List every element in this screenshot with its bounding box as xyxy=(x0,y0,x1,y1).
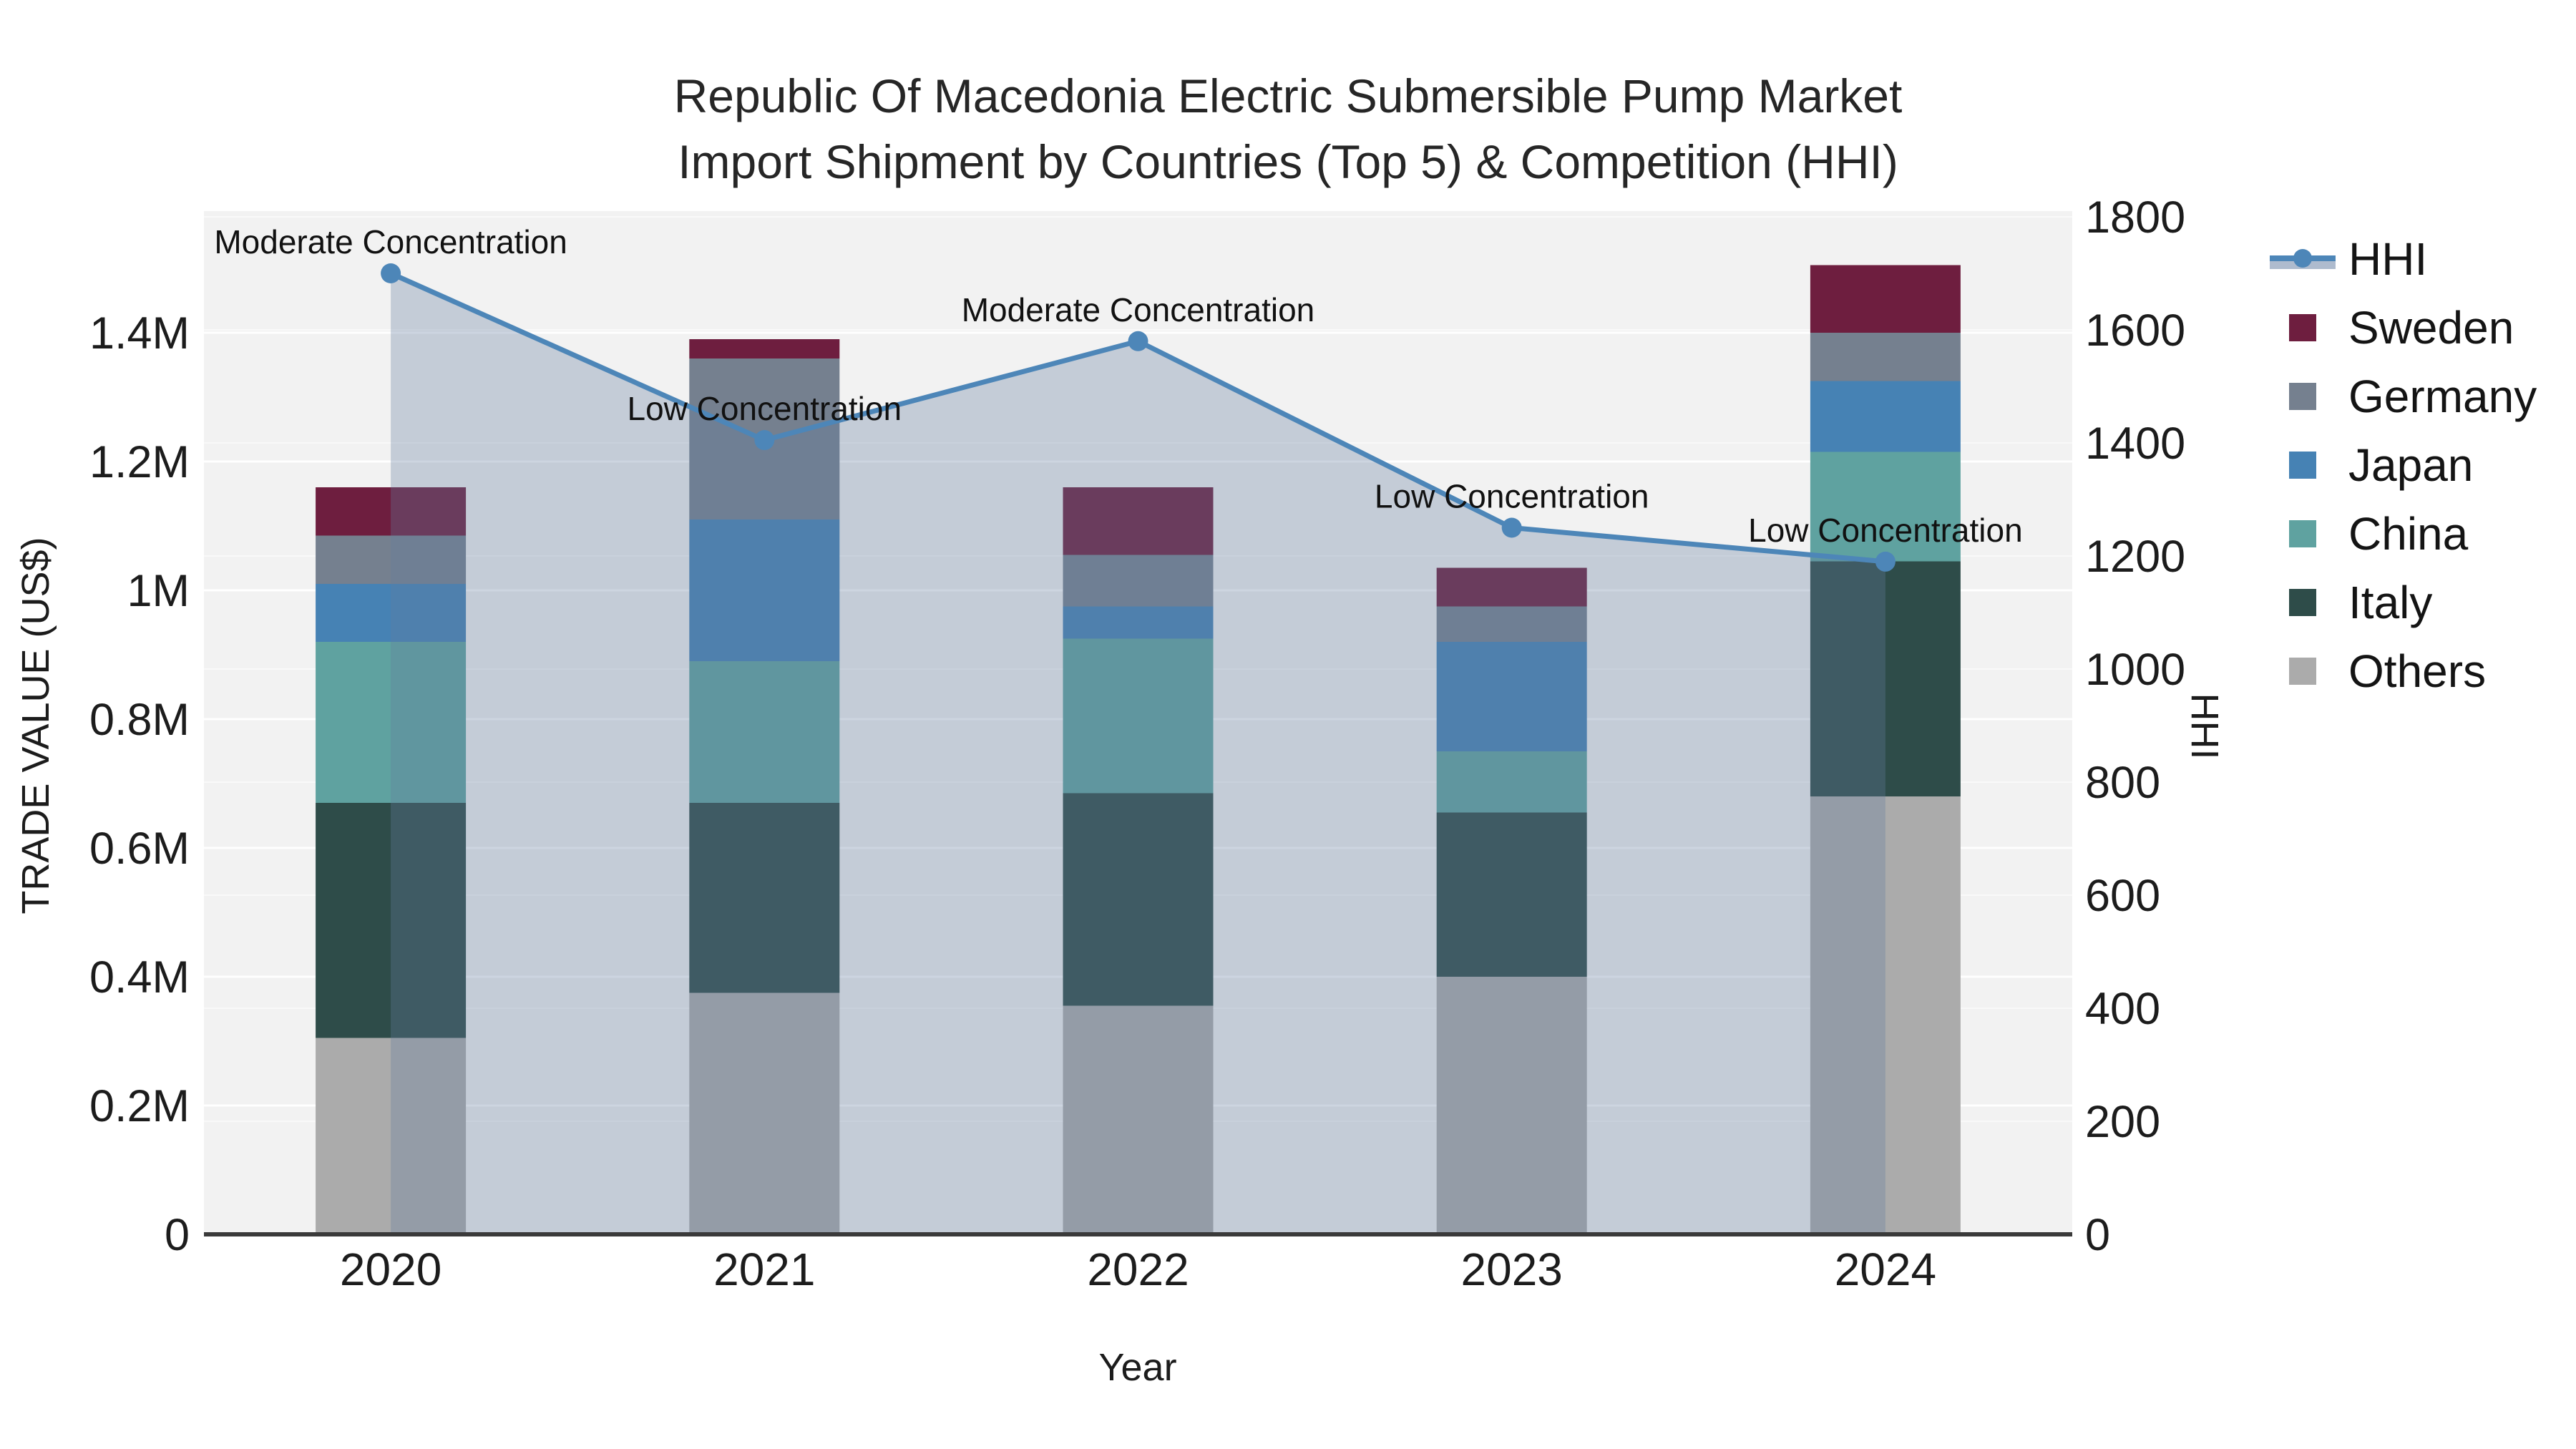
bar-segment-japan-2024 xyxy=(1810,381,1961,452)
hhi-marker-2021 xyxy=(754,430,775,451)
bar-segment-italy-2022 xyxy=(1063,793,1214,1006)
bar-segment-italy-2023 xyxy=(1436,812,1587,977)
y-right-tick-label: 1800 xyxy=(2085,192,2185,243)
italy-swatch-icon xyxy=(2289,589,2316,616)
bar-segment-sweden-2020 xyxy=(316,487,467,536)
annotation-label-2022: Moderate Concentration xyxy=(962,291,1315,328)
bar-segment-others-2021 xyxy=(689,992,840,1234)
y-right-tick-label: 400 xyxy=(2085,984,2160,1034)
legend-label-japan: Japan xyxy=(2348,439,2474,491)
bar-segment-china-2023 xyxy=(1436,751,1587,813)
bar-segment-sweden-2024 xyxy=(1810,265,1961,333)
bar-segment-japan-2022 xyxy=(1063,606,1214,639)
hhi-marker-2022 xyxy=(1128,331,1148,351)
y-left-tick-label: 0.4M xyxy=(89,952,190,1002)
legend-item-japan[interactable]: Japan xyxy=(2270,431,2537,499)
x-axis-line xyxy=(204,1232,2072,1236)
annotation-label-2023: Low Concentration xyxy=(1375,478,1649,515)
annotation-label-2024: Low Concentration xyxy=(1748,512,2023,549)
hhi-line-swatch-icon xyxy=(2270,243,2336,275)
legend-item-china[interactable]: China xyxy=(2270,499,2537,568)
y-right-tick-label: 800 xyxy=(2085,758,2160,808)
bar-segment-germany-2020 xyxy=(316,535,467,584)
bar-segment-china-2020 xyxy=(316,642,467,803)
y-left-axis-title: TRADE VALUE (US$) xyxy=(14,537,57,914)
bar-segment-others-2020 xyxy=(316,1038,467,1234)
legend-item-hhi[interactable]: HHI xyxy=(2270,225,2537,293)
bar-segment-sweden-2022 xyxy=(1063,487,1214,555)
bar-segment-others-2022 xyxy=(1063,1005,1214,1234)
x-tick-label-2020: 2020 xyxy=(340,1244,441,1295)
legend: HHI Sweden Germany Japan China Italy Oth… xyxy=(2270,225,2537,706)
y-right-tick-label: 1600 xyxy=(2085,306,2185,356)
y-left-tick-label: 0 xyxy=(165,1210,190,1260)
y-right-tick-label: 1400 xyxy=(2085,419,2185,469)
sweden-swatch-icon xyxy=(2289,314,2316,341)
china-swatch-icon xyxy=(2289,520,2316,547)
japan-swatch-icon xyxy=(2289,452,2316,479)
y-right-tick-label: 0 xyxy=(2085,1210,2110,1260)
legend-item-sweden[interactable]: Sweden xyxy=(2270,293,2537,362)
x-tick-label-2024: 2024 xyxy=(1835,1244,1936,1295)
chart-title-line1: Republic Of Macedonia Electric Submersib… xyxy=(673,69,1903,122)
bar-segment-italy-2020 xyxy=(316,803,467,1038)
legend-label-italy: Italy xyxy=(2348,577,2433,628)
germany-swatch-icon xyxy=(2289,383,2316,410)
y-right-tick-label: 200 xyxy=(2085,1097,2160,1147)
hhi-marker-2024 xyxy=(1875,551,1896,572)
bar-segment-italy-2021 xyxy=(689,803,840,993)
legend-label-others: Others xyxy=(2348,645,2487,697)
hhi-marker-2023 xyxy=(1501,517,1522,538)
bar-segment-china-2022 xyxy=(1063,638,1214,794)
bar-segment-china-2021 xyxy=(689,661,840,803)
bar-segment-japan-2023 xyxy=(1436,642,1587,751)
bar-segment-sweden-2021 xyxy=(689,339,840,358)
y-left-tick-label: 1.2M xyxy=(89,437,190,487)
legend-item-germany[interactable]: Germany xyxy=(2270,362,2537,431)
legend-item-italy[interactable]: Italy xyxy=(2270,568,2537,637)
y-right-axis-title: HHI xyxy=(2183,693,2226,760)
y-left-tick-label: 1M xyxy=(127,566,190,616)
others-swatch-icon xyxy=(2289,658,2316,685)
annotation-label-2020: Moderate Concentration xyxy=(214,223,567,260)
x-tick-label-2022: 2022 xyxy=(1087,1244,1189,1295)
legend-label-sweden: Sweden xyxy=(2348,302,2514,353)
y-left-tick-label: 0.2M xyxy=(89,1081,190,1131)
hhi-marker-2020 xyxy=(381,263,401,283)
legend-label-hhi: HHI xyxy=(2348,233,2428,285)
bar-segment-sweden-2023 xyxy=(1436,567,1587,607)
hhi-area-fill xyxy=(391,273,1885,1233)
y-left-tick-label: 0.6M xyxy=(89,824,190,874)
bar-segment-italy-2024 xyxy=(1810,561,1961,796)
y-left-tick-label: 1.4M xyxy=(89,308,190,358)
bar-segment-germany-2022 xyxy=(1063,555,1214,607)
y-right-tick-label: 1200 xyxy=(2085,532,2185,582)
bar-segment-others-2023 xyxy=(1436,977,1587,1234)
legend-item-others[interactable]: Others xyxy=(2270,637,2537,706)
y-right-tick-label: 600 xyxy=(2085,871,2160,921)
bar-segment-japan-2020 xyxy=(316,584,467,642)
annotation-label-2021: Low Concentration xyxy=(628,390,902,427)
chart-title-line2: Import Shipment by Countries (Top 5) & C… xyxy=(678,135,1898,188)
bar-segment-japan-2021 xyxy=(689,519,840,661)
x-tick-label-2023: 2023 xyxy=(1461,1244,1563,1295)
legend-label-germany: Germany xyxy=(2348,371,2537,422)
bar-segment-germany-2024 xyxy=(1810,333,1961,381)
y-left-tick-label: 0.8M xyxy=(89,695,190,745)
x-tick-label-2021: 2021 xyxy=(713,1244,815,1295)
y-right-tick-label: 1000 xyxy=(2085,645,2185,695)
bar-segment-china-2024 xyxy=(1810,452,1961,562)
legend-label-china: China xyxy=(2348,508,2469,560)
chart-title: Republic Of Macedonia Electric Submersib… xyxy=(0,63,2576,195)
bar-segment-others-2024 xyxy=(1810,796,1961,1234)
bar-segment-germany-2023 xyxy=(1436,606,1587,642)
x-axis-title: Year xyxy=(1098,1346,1177,1389)
